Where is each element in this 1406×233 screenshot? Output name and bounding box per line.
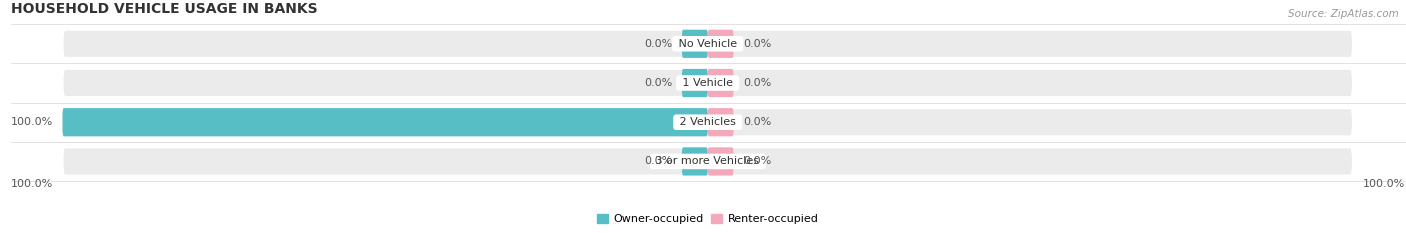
Text: 100.0%: 100.0% <box>1362 179 1405 189</box>
FancyBboxPatch shape <box>62 69 1353 97</box>
Legend: Owner-occupied, Renter-occupied: Owner-occupied, Renter-occupied <box>592 209 824 229</box>
Text: HOUSEHOLD VEHICLE USAGE IN BANKS: HOUSEHOLD VEHICLE USAGE IN BANKS <box>11 2 318 16</box>
FancyBboxPatch shape <box>62 147 1353 175</box>
Text: 0.0%: 0.0% <box>744 117 772 127</box>
Text: 3 or more Vehicles: 3 or more Vehicles <box>652 156 763 166</box>
Text: 0.0%: 0.0% <box>644 156 672 166</box>
Text: 0.0%: 0.0% <box>644 78 672 88</box>
Text: 100.0%: 100.0% <box>10 117 53 127</box>
Text: No Vehicle: No Vehicle <box>675 39 741 49</box>
FancyBboxPatch shape <box>62 30 1353 58</box>
Text: 2 Vehicles: 2 Vehicles <box>676 117 740 127</box>
Text: 0.0%: 0.0% <box>744 78 772 88</box>
FancyBboxPatch shape <box>62 108 707 136</box>
Text: 0.0%: 0.0% <box>744 39 772 49</box>
FancyBboxPatch shape <box>682 30 707 58</box>
FancyBboxPatch shape <box>682 147 707 175</box>
Text: 0.0%: 0.0% <box>644 39 672 49</box>
Text: Source: ZipAtlas.com: Source: ZipAtlas.com <box>1288 9 1399 19</box>
FancyBboxPatch shape <box>707 147 734 175</box>
FancyBboxPatch shape <box>707 69 734 97</box>
Text: 0.0%: 0.0% <box>744 156 772 166</box>
FancyBboxPatch shape <box>707 108 734 136</box>
FancyBboxPatch shape <box>62 108 1353 136</box>
FancyBboxPatch shape <box>682 69 707 97</box>
Text: 1 Vehicle: 1 Vehicle <box>679 78 737 88</box>
Text: 100.0%: 100.0% <box>11 179 53 189</box>
FancyBboxPatch shape <box>707 30 734 58</box>
